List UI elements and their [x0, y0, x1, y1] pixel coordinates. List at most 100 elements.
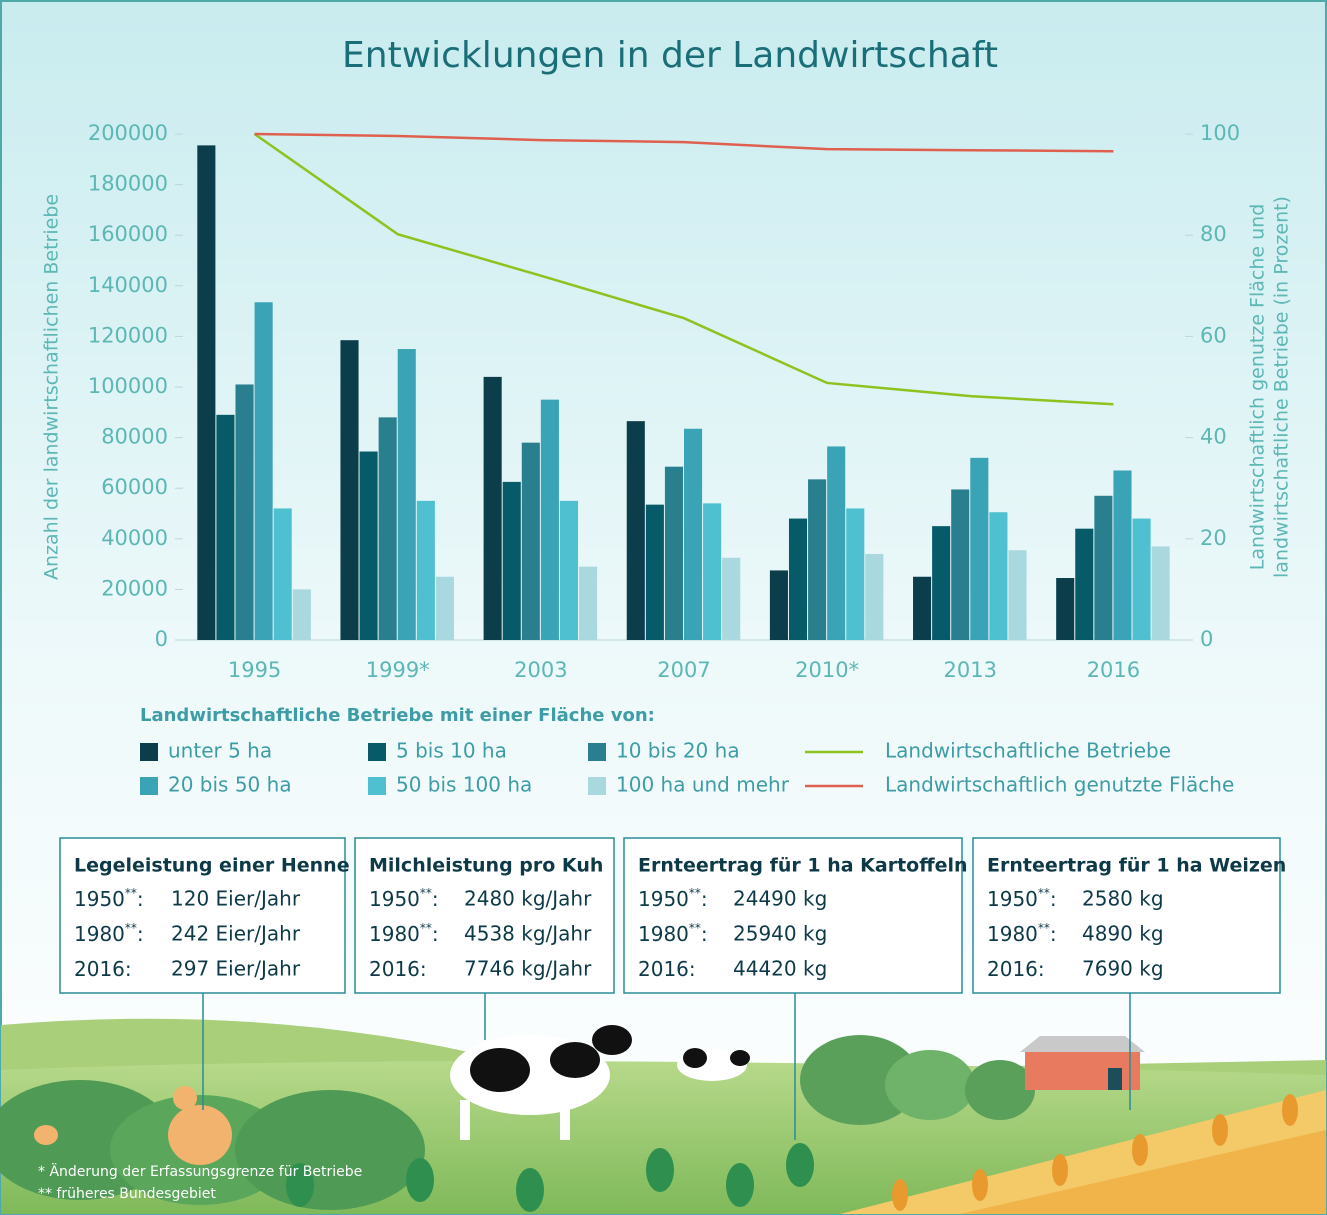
info-row-value: 242 Eier/Jahr	[171, 922, 301, 946]
year: 1980	[638, 922, 689, 946]
bar	[1075, 529, 1093, 640]
bar	[293, 589, 311, 640]
separator: :	[420, 957, 427, 981]
y-tick-label: 60000	[101, 475, 168, 499]
year: 2016	[74, 957, 125, 981]
info-row-value: 2580 kg	[1082, 887, 1164, 911]
separator: :	[701, 887, 708, 911]
y-axis-label: Anzahl der landwirtschaftlichen Betriebe	[41, 194, 63, 580]
bar	[235, 384, 253, 640]
bar	[770, 570, 788, 640]
legend-label: Landwirtschaftlich genutzte Fläche	[885, 773, 1234, 797]
separator: :	[137, 922, 144, 946]
note-mark: **	[420, 886, 432, 900]
bar	[846, 508, 864, 640]
info-row-value: 4538 kg/Jahr	[464, 922, 592, 946]
info-row-year: 2016:	[369, 957, 427, 981]
bar	[417, 501, 435, 640]
bar	[1133, 519, 1151, 640]
info-row-year: 2016:	[74, 957, 132, 981]
info-box-title: Ernteertrag für 1 ha Weizen	[987, 855, 1286, 877]
info-row-value: 120 Eier/Jahr	[171, 887, 301, 911]
bar	[484, 377, 502, 640]
note-mark: **	[689, 921, 701, 935]
bar	[827, 446, 845, 640]
bar	[560, 501, 578, 640]
legend-swatch	[368, 777, 386, 795]
year: 1950	[74, 887, 125, 911]
note-mark: **	[420, 921, 432, 935]
bar	[340, 340, 358, 640]
year: 1950	[987, 887, 1038, 911]
year: 2016	[369, 957, 420, 981]
info-row-value: 2480 kg/Jahr	[464, 887, 592, 911]
infographic: Entwicklungen in der Landwirtschaft Anza…	[0, 0, 1327, 1215]
bar	[398, 349, 416, 640]
y2-tick-label: 20	[1200, 526, 1227, 550]
x-tick-label: 1999*	[366, 658, 430, 682]
separator: :	[701, 922, 708, 946]
year: 1950	[638, 887, 689, 911]
bar	[197, 145, 215, 640]
bar	[216, 415, 234, 640]
info-box-title: Legeleistung einer Henne	[74, 855, 350, 877]
x-tick-label: 2010*	[795, 658, 859, 682]
bar	[522, 443, 540, 640]
legend-swatch	[588, 777, 606, 795]
year: 2016	[638, 957, 689, 981]
note-mark: **	[1038, 886, 1050, 900]
year: 1980	[369, 922, 420, 946]
bar	[579, 567, 597, 640]
y2-tick-label: 40	[1200, 425, 1227, 449]
y-tick-label: 160000	[88, 222, 168, 246]
info-box-title: Milchleistung pro Kuh	[369, 855, 603, 877]
y-tick-label: 180000	[88, 172, 168, 196]
bar	[989, 512, 1007, 640]
bar	[255, 302, 273, 640]
separator: :	[125, 957, 132, 981]
bar	[646, 505, 664, 640]
legend-label: 10 bis 20 ha	[616, 739, 740, 763]
info-row-value: 24490 kg	[733, 887, 827, 911]
x-tick-label: 2013	[944, 658, 997, 682]
bar	[684, 429, 702, 640]
y-tick-label: 20000	[101, 576, 168, 600]
year: 1950	[369, 887, 420, 911]
bar	[360, 452, 378, 640]
y2-tick-label: 0	[1200, 627, 1213, 651]
year: 2016	[987, 957, 1038, 981]
y2-tick-label: 100	[1200, 121, 1240, 145]
bar	[436, 577, 454, 640]
note-mark: **	[125, 886, 137, 900]
separator: :	[1038, 957, 1045, 981]
info-row-value: 297 Eier/Jahr	[171, 957, 301, 981]
bar	[1113, 470, 1131, 640]
legend-swatch	[140, 743, 158, 761]
separator: :	[1050, 887, 1057, 911]
legend-label: 100 ha und mehr	[616, 773, 790, 797]
legend-swatch	[140, 777, 158, 795]
bar	[1056, 578, 1074, 640]
legend-title: Landwirtschaftliche Betriebe mit einer F…	[140, 705, 655, 726]
bar	[1152, 546, 1170, 640]
legend-label: 20 bis 50 ha	[168, 773, 292, 797]
x-tick-label: 2016	[1087, 658, 1140, 682]
x-tick-label: 2003	[514, 658, 567, 682]
bar	[503, 482, 521, 640]
separator: :	[432, 922, 439, 946]
y-tick-label: 0	[155, 627, 168, 651]
y-tick-label: 200000	[88, 121, 168, 145]
info-row-value: 7746 kg/Jahr	[464, 957, 592, 981]
bar	[808, 479, 826, 640]
footnote: * Änderung der Erfassungsgrenze für Betr…	[38, 1162, 362, 1180]
separator: :	[1050, 922, 1057, 946]
chart-title: Entwicklungen in der Landwirtschaft	[342, 35, 998, 76]
legend-swatch	[588, 743, 606, 761]
y2-axis-label: Landwirtschaftlich genutze Fläche und	[1247, 204, 1269, 571]
legend-label: unter 5 ha	[168, 739, 272, 763]
info-row-year: 2016:	[638, 957, 696, 981]
legend-swatch	[368, 743, 386, 761]
bar	[970, 458, 988, 640]
legend-label: 50 bis 100 ha	[396, 773, 532, 797]
y-tick-label: 120000	[88, 323, 168, 347]
